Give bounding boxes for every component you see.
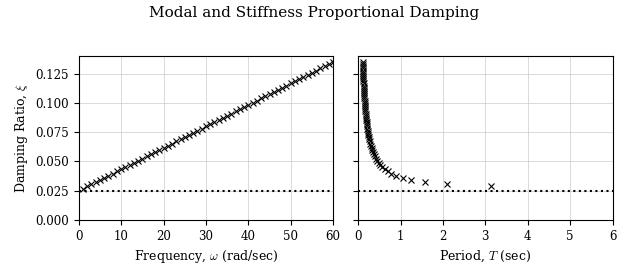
Text: Modal and Stiffness Proportional Damping: Modal and Stiffness Proportional Damping — [149, 6, 480, 19]
Y-axis label: Damping Ratio, $\xi$: Damping Ratio, $\xi$ — [13, 83, 30, 193]
X-axis label: Period, $T$ (sec): Period, $T$ (sec) — [439, 248, 532, 264]
X-axis label: Frequency, $\omega$ (rad/sec): Frequency, $\omega$ (rad/sec) — [133, 248, 278, 265]
